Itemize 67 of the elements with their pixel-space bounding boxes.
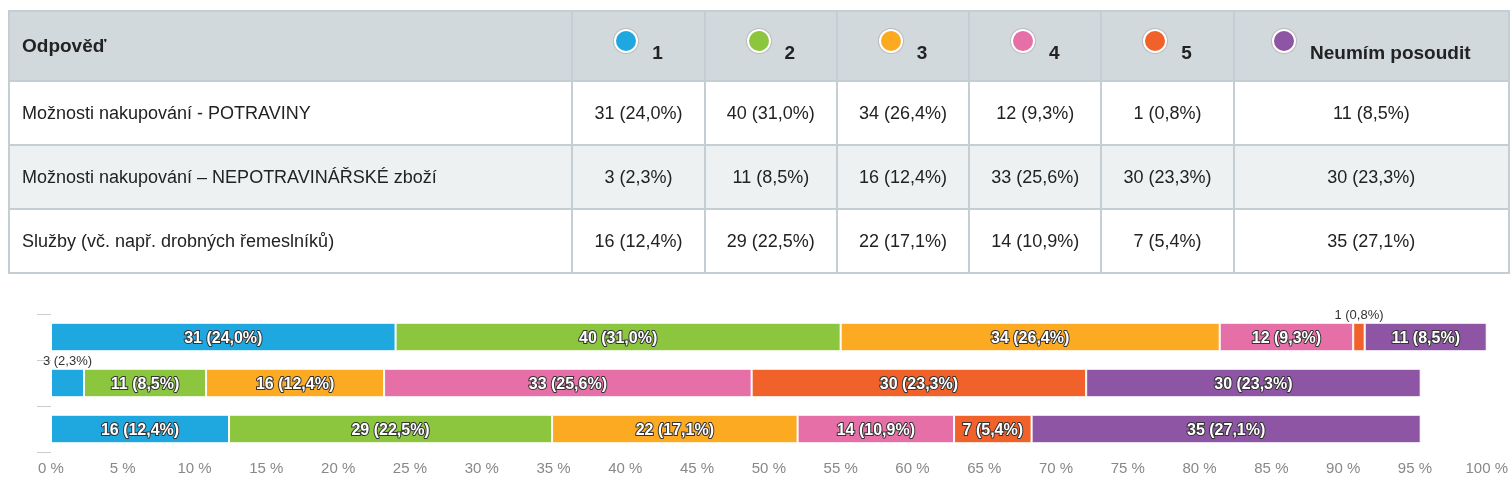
text: Možnosti nakupování - POTRAVINY <box>9 81 573 145</box>
data-label: 30 (23,3%) <box>879 374 959 392</box>
data-label: 30 (23,3%) <box>1214 374 1293 392</box>
data-label: 40 (31,0%) <box>578 328 658 346</box>
x-tick-label: 75 % <box>1110 459 1145 476</box>
text: 34 (26,4%) <box>859 102 948 123</box>
data-label: 11 (8,5%) <box>1391 328 1460 346</box>
data-label: 33 (25,6%) <box>528 374 607 392</box>
x-tick-label: 0 % <box>38 459 64 476</box>
data-label: 35 (27,1%) <box>1187 420 1266 438</box>
data-label: 16 (12,4%) <box>255 374 335 392</box>
text: 33 (25,6%) <box>991 166 1080 187</box>
data-label: 12 (9,3%) <box>1251 328 1322 346</box>
x-tick-label: 90 % <box>1326 459 1361 476</box>
text: 11 (8,5%) <box>732 166 810 187</box>
text: 29 (22,5%) <box>726 230 815 251</box>
data-label: 3 (2,3%) <box>42 352 93 368</box>
text: 16 (12,4%) <box>594 230 683 251</box>
text: 22 (17,1%) <box>859 230 948 251</box>
legend-label: 1 <box>572 11 705 81</box>
text: Odpověď <box>9 11 573 81</box>
x-tick-label: 10 % <box>177 459 212 476</box>
legend-label: 2 <box>704 11 837 81</box>
text: 40 (31,0%) <box>726 102 815 123</box>
text: 30 (23,3%) <box>1327 166 1416 187</box>
text: 11 (8,5%) <box>1332 102 1410 123</box>
x-tick-label: 35 % <box>536 459 571 476</box>
text: 31 (24,0%) <box>594 102 683 123</box>
x-tick-label: 50 % <box>751 459 786 476</box>
text: Možnosti nakupování – NEPOTRAVINÁŘSKÉ zboží <box>9 145 573 209</box>
x-tick-label: 25 % <box>392 459 428 476</box>
legend-label: 5 <box>1101 11 1234 81</box>
x-tick-label: 65 % <box>967 459 1002 476</box>
x-tick-label: 60 % <box>895 459 930 476</box>
legend-label: Neumím posoudit <box>1233 11 1509 81</box>
data-label: 1 (0,8%) <box>1334 306 1384 322</box>
data-label: 7 (5,4%) <box>962 420 1024 438</box>
text: 1 (0,8%) <box>1133 102 1202 123</box>
x-tick-label: 85 % <box>1254 459 1289 476</box>
legend-label: 4 <box>969 11 1102 81</box>
text: 12 (9,3%) <box>996 102 1075 123</box>
x-tick-label: 15 % <box>249 459 284 476</box>
x-tick-label: 100 % <box>1465 459 1509 476</box>
text: 30 (23,3%) <box>1123 166 1212 187</box>
x-tick-label: 40 % <box>608 459 643 476</box>
x-tick-label: 20 % <box>321 459 356 476</box>
text: Služby (vč. např. drobných řemeslníků) <box>9 209 573 273</box>
x-tick-label: 95 % <box>1397 459 1433 476</box>
data-label: 31 (24,0%) <box>184 328 263 346</box>
x-tick-label: 45 % <box>679 459 715 476</box>
x-tick-label: 5 % <box>109 459 136 476</box>
text: 35 (27,1%) <box>1327 230 1416 251</box>
text: 16 (12,4%) <box>859 166 948 187</box>
data-label: 16 (12,4%) <box>100 420 180 438</box>
x-tick-label: 70 % <box>1038 459 1074 476</box>
x-tick-label: 55 % <box>823 459 858 476</box>
text: 3 (2,3%) <box>604 166 673 187</box>
text: 14 (10,9%) <box>991 230 1080 251</box>
text: 7 (5,4%) <box>1133 230 1202 251</box>
data-label: 34 (26,4%) <box>991 328 1070 346</box>
data-label: 29 (22,5%) <box>351 420 430 438</box>
x-tick-label: 80 % <box>1182 459 1217 476</box>
data-label: 11 (8,5%) <box>110 374 180 392</box>
data-label: 14 (10,9%) <box>836 420 915 438</box>
data-label: 22 (17,1%) <box>635 420 714 438</box>
legend-label: 3 <box>836 11 970 81</box>
x-tick-label: 30 % <box>464 459 499 476</box>
